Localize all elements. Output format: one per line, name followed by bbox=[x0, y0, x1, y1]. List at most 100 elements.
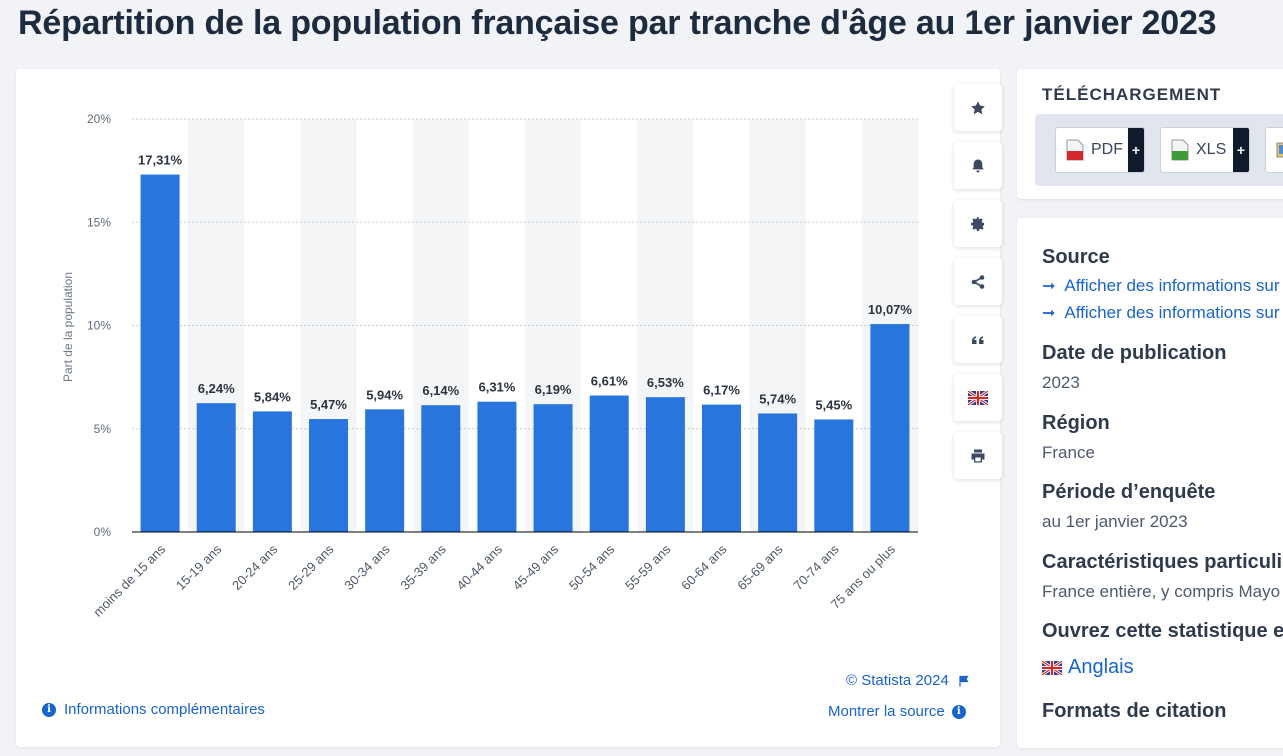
bar[interactable] bbox=[477, 401, 517, 532]
bar[interactable] bbox=[140, 174, 180, 532]
data-label: 6,19% bbox=[535, 382, 572, 397]
data-label: 6,61% bbox=[591, 374, 628, 389]
data-label: 17,31% bbox=[138, 153, 183, 168]
date-heading: Date de publication bbox=[1042, 342, 1227, 364]
english-version-link[interactable]: Anglais bbox=[1042, 656, 1134, 679]
y-tick-label: 0% bbox=[94, 525, 112, 539]
region-value: France bbox=[1042, 443, 1095, 462]
bar[interactable] bbox=[758, 413, 798, 532]
bar[interactable] bbox=[252, 411, 292, 532]
source-link-label: Afficher des informations sur bbox=[1064, 276, 1280, 295]
plus-icon: + bbox=[1128, 128, 1144, 172]
source-info-link-1[interactable]: ➞ Afficher des informations sur bbox=[1042, 276, 1280, 296]
x-tick-label: 50-54 ans bbox=[566, 541, 618, 593]
period-heading: Période d’enquête bbox=[1042, 481, 1216, 503]
citation-button[interactable] bbox=[954, 316, 1002, 363]
data-label: 6,14% bbox=[422, 383, 459, 398]
source-heading: Source bbox=[1042, 246, 1110, 268]
more-info-link[interactable]: i Informations complémentaires bbox=[42, 701, 265, 718]
x-tick-label: 40-44 ans bbox=[454, 541, 506, 593]
x-tick-label: 65-69 ans bbox=[734, 541, 786, 593]
bar[interactable] bbox=[533, 404, 573, 532]
download-heading: TÉLÉCHARGEMENT bbox=[1042, 85, 1222, 104]
share-button[interactable] bbox=[954, 258, 1002, 305]
source-link-label: Afficher des informations sur bbox=[1064, 303, 1280, 322]
favorite-button[interactable] bbox=[954, 84, 1002, 131]
download-buttons: PDF + XLS + bbox=[1035, 114, 1283, 186]
quote-icon bbox=[972, 335, 984, 344]
bar[interactable] bbox=[702, 404, 741, 532]
x-tick-label: 35-39 ans bbox=[397, 541, 449, 593]
region-heading: Région bbox=[1042, 412, 1110, 434]
citation-heading: Formats de citation bbox=[1042, 700, 1227, 722]
share-icon bbox=[971, 274, 985, 289]
arrow-right-icon: ➞ bbox=[1042, 278, 1056, 295]
arrow-right-icon: ➞ bbox=[1042, 305, 1056, 322]
download-xls-button[interactable]: XLS + bbox=[1160, 127, 1250, 173]
bar[interactable] bbox=[589, 395, 629, 532]
y-tick-label: 20% bbox=[87, 112, 111, 126]
y-tick-label: 15% bbox=[87, 215, 111, 229]
period-value: au 1er janvier 2023 bbox=[1042, 512, 1188, 531]
more-info-label: Informations complémentaires bbox=[64, 701, 265, 718]
gear-icon bbox=[971, 216, 984, 231]
statista-copyright[interactable]: © Statista 2024 bbox=[846, 672, 970, 689]
data-label: 6,31% bbox=[478, 380, 515, 395]
bar[interactable] bbox=[196, 403, 236, 532]
x-tick-label: 25-29 ans bbox=[285, 541, 337, 593]
x-tick-label: moins de 15 ans bbox=[90, 541, 168, 619]
y-axis-label: Part de la population bbox=[61, 272, 75, 382]
pdf-label: PDF bbox=[1091, 141, 1123, 158]
date-value: 2023 bbox=[1042, 373, 1080, 392]
bar-chart: 0% 5% 10% 15% 20% 17,31% 6,24% 5,84% 5,47% 5,94%… bbox=[61, 112, 918, 620]
xls-file-icon bbox=[1171, 139, 1189, 161]
x-tick-label: 60-64 ans bbox=[678, 541, 730, 593]
bar[interactable] bbox=[870, 324, 910, 532]
info-icon: i bbox=[951, 704, 966, 719]
print-icon bbox=[971, 449, 985, 462]
plus-icon: + bbox=[1233, 128, 1249, 172]
notification-button[interactable] bbox=[954, 142, 1002, 189]
show-source-link[interactable]: Montrer la source i bbox=[828, 703, 966, 720]
show-source-label: Montrer la source bbox=[828, 703, 945, 720]
flag-icon bbox=[959, 675, 969, 686]
x-tick-label: 15-19 ans bbox=[173, 541, 225, 593]
image-file-icon bbox=[1276, 142, 1283, 158]
x-tick-label: 30-34 ans bbox=[341, 541, 393, 593]
open-statistic-heading: Ouvrez cette statistique e bbox=[1042, 620, 1283, 642]
source-info-link-2[interactable]: ➞ Afficher des informations sur bbox=[1042, 303, 1280, 323]
copyright-text: © Statista 2024 bbox=[846, 672, 949, 689]
xls-label: XLS bbox=[1196, 141, 1227, 158]
y-tick-label: 10% bbox=[87, 319, 111, 333]
bar[interactable] bbox=[645, 397, 685, 532]
data-label: 6,17% bbox=[703, 383, 740, 398]
features-heading: Caractéristiques particuliè bbox=[1042, 551, 1283, 573]
pdf-file-icon bbox=[1066, 139, 1084, 161]
y-tick-label: 5% bbox=[94, 422, 112, 436]
language-button[interactable] bbox=[954, 374, 1002, 421]
bar[interactable] bbox=[421, 405, 461, 532]
data-label: 5,94% bbox=[366, 387, 403, 402]
english-link-label: Anglais bbox=[1068, 656, 1134, 678]
download-panel: TÉLÉCHARGEMENT PDF + XLS + bbox=[1017, 69, 1283, 199]
statistic-details: Source ➞ Afficher des informations sur ➞… bbox=[1017, 218, 1283, 748]
x-tick-label: 20-24 ans bbox=[229, 541, 281, 593]
bell-icon bbox=[972, 159, 984, 172]
bar[interactable] bbox=[309, 419, 348, 532]
data-label: 5,84% bbox=[254, 389, 291, 404]
star-icon bbox=[971, 100, 985, 114]
bar[interactable] bbox=[365, 409, 405, 532]
uk-flag-icon bbox=[1042, 660, 1062, 675]
features-value: France entière, y compris Mayo bbox=[1042, 582, 1281, 601]
download-pdf-button[interactable]: PDF + bbox=[1055, 127, 1145, 173]
info-icon: i bbox=[42, 702, 56, 717]
print-button[interactable] bbox=[954, 432, 1002, 479]
data-label: 10,07% bbox=[868, 302, 913, 317]
data-label: 6,53% bbox=[647, 375, 684, 390]
download-image-button[interactable] bbox=[1265, 127, 1283, 173]
settings-button[interactable] bbox=[954, 200, 1002, 247]
data-label: 5,74% bbox=[759, 391, 796, 406]
uk-flag-icon bbox=[968, 390, 988, 405]
bar[interactable] bbox=[814, 419, 854, 532]
page-title: Répartition de la population française p… bbox=[18, 4, 1217, 42]
